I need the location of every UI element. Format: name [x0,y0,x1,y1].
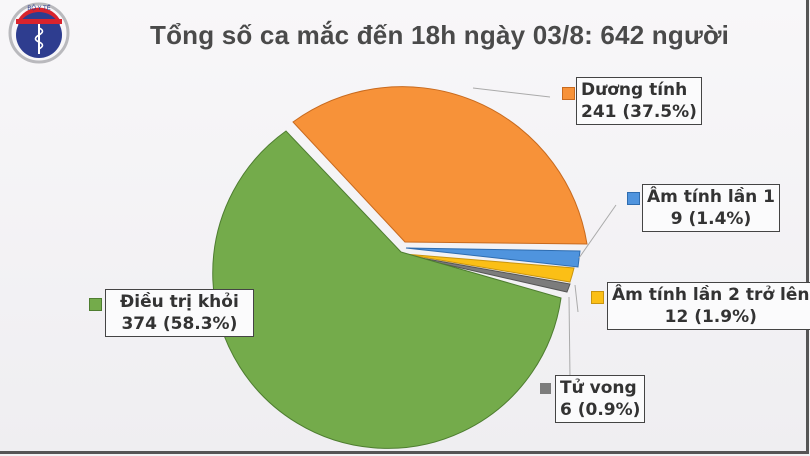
chart-title: Tổng số ca mắc đến 18h ngày 03/8: 642 ng… [150,20,730,50]
slice-am-tinh-1 [405,247,581,268]
svg-text:BỘ Y TẾ: BỘ Y TẾ [27,5,50,12]
label-duong-tinh: Dương tính 241 (37.5%) [576,77,702,125]
slice-duong-tinh [292,86,588,245]
label-am-tinh-2: Âm tính lần 2 trở lên 12 (1.9%) [607,282,810,330]
label-am-tinh-1: Âm tính lần 1 9 (1.4%) [642,184,781,232]
label-dieu-tri-khoi: Điều trị khỏi 374 (58.3%) [105,289,254,337]
label-tu-vong: Tử vong 6 (0.9%) [555,375,646,423]
slice-tu-vong [403,254,571,293]
ministry-of-health-logo: BỘ Y TẾ [8,2,70,64]
swatch-am-tinh-2 [591,291,604,304]
swatch-dieu-tri-khoi [89,298,102,311]
slice-dieu-tri-khoi [212,130,562,449]
swatch-tu-vong [540,383,551,394]
swatch-duong-tinh [562,87,575,100]
slice-am-tinh-2 [403,253,575,283]
swatch-am-tinh-1 [627,192,640,205]
